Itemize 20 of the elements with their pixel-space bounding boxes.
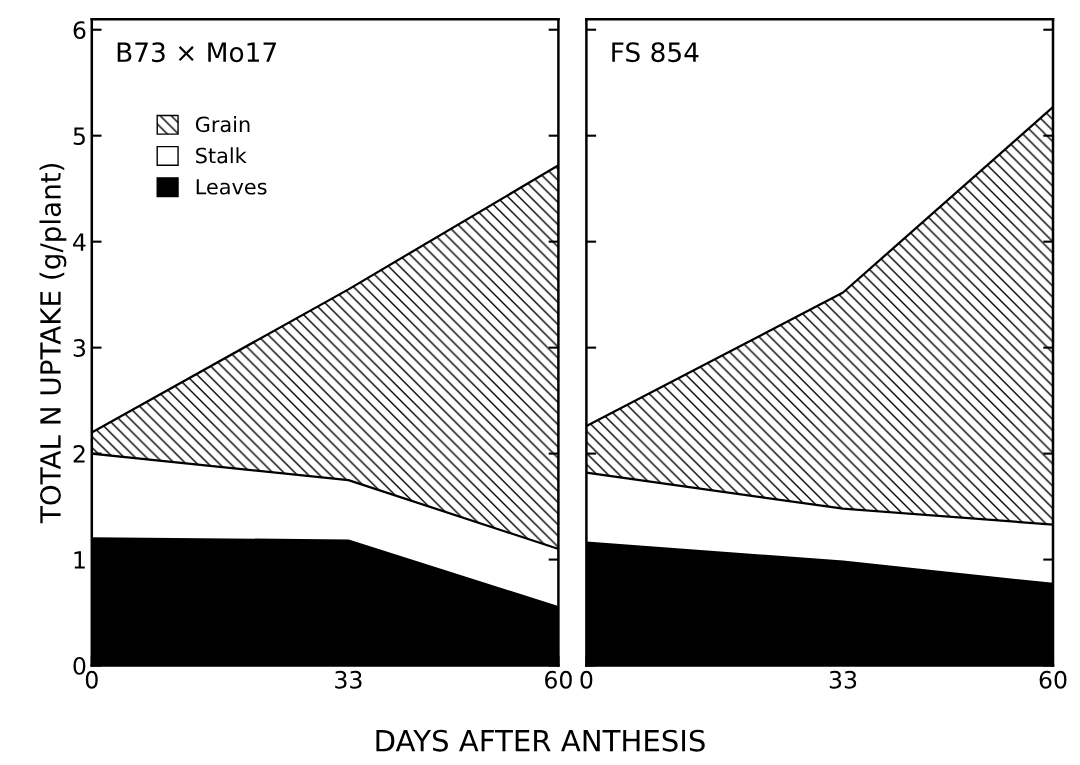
y-tick-label: 3 [73, 339, 86, 357]
y-axis-title: TOTAL N UPTAKE (g/plant) [39, 163, 67, 524]
legend-label: Stalk [196, 147, 247, 164]
x-tick-label: 60 [1039, 670, 1067, 689]
legend-label: Leaves [196, 179, 267, 195]
y-tick-label: 4 [73, 233, 86, 251]
x-tick-label: 33 [335, 670, 362, 689]
x-tick-label: 60 [545, 670, 572, 689]
x-tick-label: 33 [829, 670, 857, 689]
y-tick-label: 0 [73, 657, 86, 675]
x-axis-title: DAYS AFTER ANTHESIS [376, 729, 705, 752]
text: FS 854 [612, 42, 699, 63]
x-tick-label: 0 [580, 670, 593, 689]
legend-label: Grain [195, 116, 250, 133]
x-tick-label: 0 [85, 670, 98, 689]
text: B73 × Mo17 [117, 42, 276, 63]
y-tick-label: 1 [74, 551, 85, 569]
y-tick-label: 6 [73, 21, 86, 40]
y-tick-label: 2 [73, 445, 85, 463]
y-tick-label: 5 [73, 127, 85, 145]
